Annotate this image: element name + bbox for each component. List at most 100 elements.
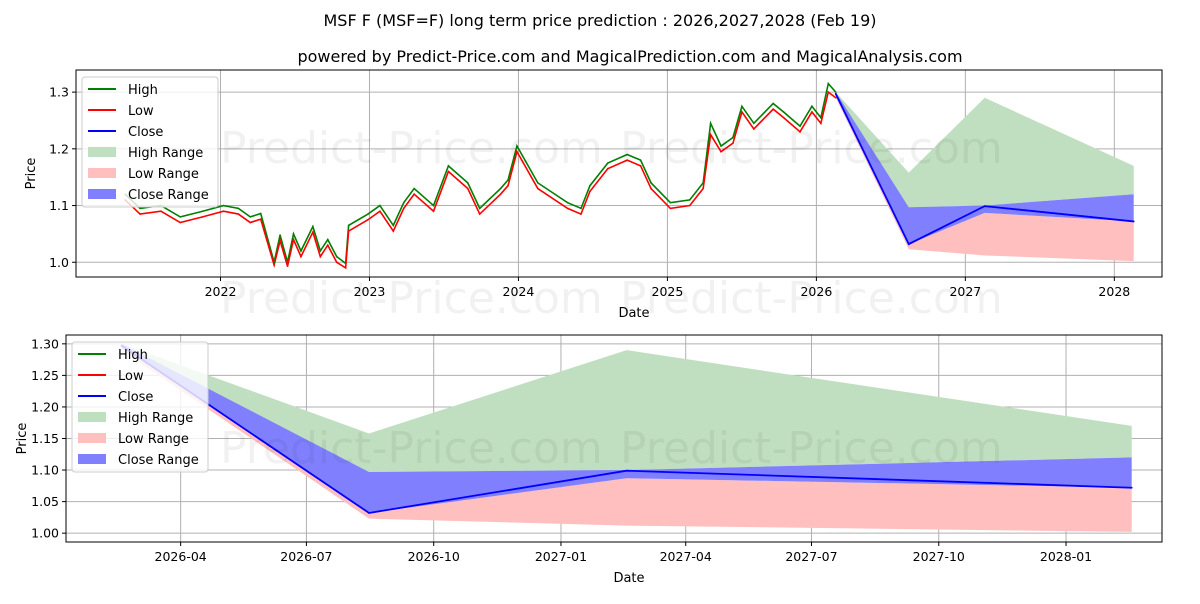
legend-label: Low Range (128, 167, 199, 182)
low-data-point (139, 213, 141, 215)
y-tick-label: 1.25 (31, 368, 59, 383)
y-tick-label: 1.1 (49, 198, 69, 213)
high-data-point (669, 201, 672, 204)
high-data-point (237, 207, 240, 210)
close-data-point (1130, 486, 1133, 489)
watermark: Predict-Price.com (620, 123, 1003, 174)
x-tick-label: 2028 (1098, 284, 1130, 299)
high-data-point (300, 250, 302, 252)
high-data-point (402, 201, 405, 204)
low-data-point (516, 150, 518, 153)
close-data-point (1132, 220, 1135, 223)
x-tick-label: 2026-04 (155, 549, 207, 564)
close-range-band (121, 343, 1132, 513)
y-tick-label: 1.00 (31, 526, 59, 541)
x-tick-label: 2027-10 (913, 549, 965, 564)
x-axis-label: Date (613, 571, 644, 586)
low-data-point (688, 204, 691, 207)
low-data-point (367, 218, 369, 221)
high-data-point (139, 207, 141, 210)
low-data-point (392, 230, 395, 232)
low-data-point (626, 159, 628, 161)
y-axis-label: Price (24, 158, 39, 190)
low-data-point (286, 265, 289, 268)
high-data-point (650, 182, 652, 184)
low-data-point (478, 213, 481, 215)
high-data-point (607, 162, 609, 164)
y-axis-label: Price (15, 423, 30, 455)
y-tick-label: 1.10 (31, 463, 59, 478)
high-data-point (566, 201, 569, 204)
watermark: Predict-Price.com (220, 423, 603, 474)
low-data-point (312, 231, 314, 233)
low-data-point (741, 111, 743, 113)
low-data-point (249, 221, 252, 224)
y-tick-label: 1.0 (49, 255, 69, 270)
high-data-point (537, 182, 539, 184)
high-data-point (478, 207, 481, 210)
high-data-point (811, 105, 813, 108)
x-tick-label: 2026 (800, 284, 832, 299)
high-data-point (709, 122, 712, 125)
high-data-point (741, 105, 743, 108)
high-data-point (732, 136, 734, 139)
x-tick-label: 2027 (949, 284, 981, 299)
low-data-point (292, 238, 295, 241)
low-data-point (799, 131, 801, 133)
high-data-point (466, 182, 469, 184)
low-data-point (580, 213, 582, 215)
low-data-point (344, 267, 347, 269)
close-prediction-line (834, 93, 1134, 246)
x-tick-label: 2027-01 (535, 549, 587, 564)
close-prediction-line (121, 344, 1132, 514)
legend-label: High (118, 348, 148, 363)
x-tick-label: 2022 (205, 284, 237, 299)
high-data-point (772, 102, 774, 105)
y-tick-label: 1.2 (49, 141, 69, 156)
high-data-point (413, 187, 415, 190)
high-data-point (367, 213, 369, 215)
low-data-point (347, 230, 350, 232)
high-data-point (312, 225, 314, 228)
legend-label: High Range (128, 146, 203, 161)
low-data-point (447, 170, 450, 173)
close-data-point (625, 469, 628, 472)
legend-swatch-low-range (88, 168, 116, 178)
high-data-point (432, 204, 435, 207)
x-tick-label: 2027-04 (660, 549, 712, 564)
low-data-point (811, 111, 813, 113)
zoomed-prediction-chart: 2026-04 2026-07 2026-10 2027-01 2027-04 2027-… (15, 334, 1163, 586)
plot-area (120, 343, 1133, 532)
watermark: Predict-Price.com (620, 273, 1003, 324)
chart-subtitle: powered by Predict-Price.com and Magical… (297, 47, 962, 66)
low-data-point (402, 207, 405, 210)
y-tick-label: 1.15 (31, 431, 59, 446)
x-tick-label: 2023 (354, 284, 386, 299)
high-data-point (820, 116, 822, 119)
high-data-point (259, 212, 262, 215)
x-tick-label: 2026-07 (280, 549, 332, 564)
x-tick-label: 2026-10 (408, 549, 460, 564)
legend-label: Low (128, 104, 154, 119)
legend-swatch-low-range (78, 433, 106, 443)
legend-swatch-close-range (88, 189, 116, 199)
legend-swatch-high-range (88, 147, 116, 157)
high-data-point (344, 262, 347, 265)
x-tick-label: 2025 (652, 284, 684, 299)
low-data-point (273, 264, 275, 266)
low-data-point (834, 96, 837, 99)
low-data-point (732, 142, 734, 144)
low-data-point (413, 193, 415, 195)
low-data-point (499, 193, 502, 195)
low-data-point (237, 213, 240, 215)
high-data-point (292, 233, 295, 235)
legend-label: Close Range (118, 453, 199, 468)
high-data-point (347, 224, 350, 227)
low-range-band (835, 93, 1134, 262)
low-data-point (279, 239, 281, 242)
legend-label: Close Range (128, 188, 209, 203)
high-data-point (516, 145, 518, 147)
low-data-point (753, 128, 755, 130)
low-data-point (300, 255, 302, 258)
high-data-point (326, 238, 329, 241)
